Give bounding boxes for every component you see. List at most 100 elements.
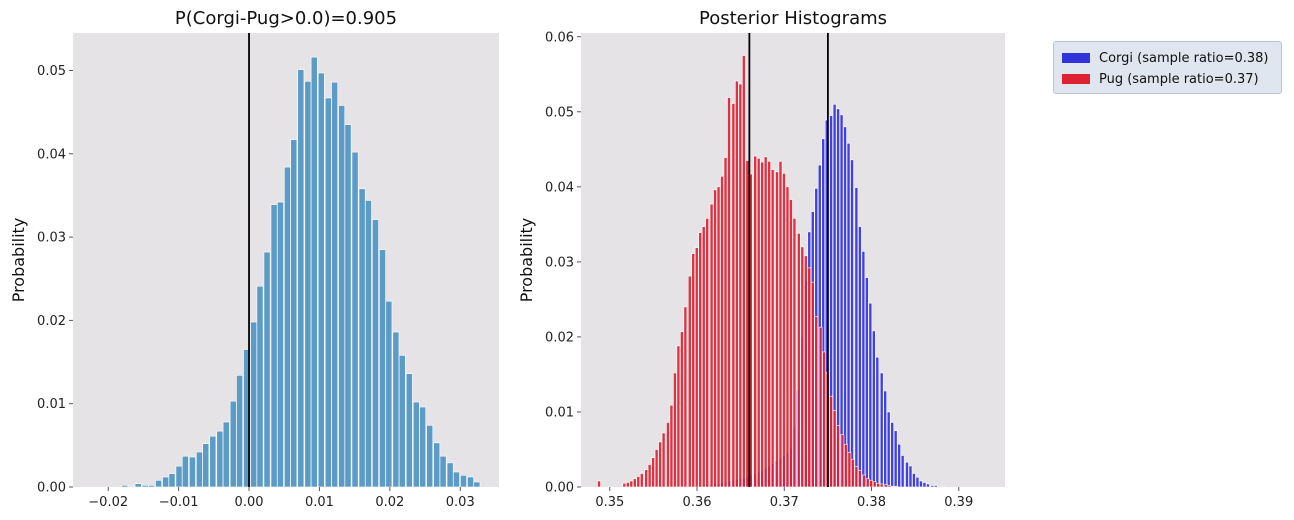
histogram-bar (879, 372, 884, 488)
histogram-bar (385, 300, 393, 488)
histogram-bar (886, 411, 891, 488)
histogram-bar (698, 232, 703, 488)
legend-item-pug: Pug (sample ratio=0.37) (1062, 70, 1259, 88)
y-tick-label: 0.03 (545, 255, 574, 270)
histogram-bar (861, 251, 866, 488)
legend-swatch-corgi (1062, 53, 1090, 63)
chart-title: P(Corgi-Pug>0.0)=0.905 (175, 8, 397, 29)
x-tick-label: 0.03 (446, 495, 475, 510)
y-tick-label: 0.01 (37, 397, 66, 412)
histogram-bar (930, 485, 935, 488)
histogram-bar (940, 485, 945, 488)
histogram-bar (868, 302, 873, 488)
chart-title: Posterior Histograms (699, 8, 887, 29)
legend-item-corgi: Corgi (sample ratio=0.38) (1062, 49, 1269, 67)
histogram-bar (121, 485, 129, 488)
x-axis-ticks: 0.35 0.36 0.37 0.38 0.39 (595, 487, 973, 510)
histogram-bar (770, 169, 775, 488)
histogram-bar (331, 81, 339, 488)
histogram-bar (891, 485, 895, 488)
histogram-bar (879, 483, 884, 488)
histogram-bar (775, 171, 779, 488)
histogram-bar (829, 395, 833, 488)
histogram-bar (731, 103, 736, 488)
legend-label-corgi: Corgi (sample ratio=0.38) (1099, 50, 1269, 66)
histogram-bar (263, 251, 271, 488)
histogram-bar (883, 390, 887, 488)
histogram-bar (141, 485, 149, 488)
histogram-bar (865, 277, 869, 488)
histogram-bar (398, 355, 406, 488)
histogram-bar (897, 443, 901, 488)
histogram-bar (446, 462, 454, 488)
histogram-bar (687, 275, 692, 488)
histogram-bar (782, 173, 786, 488)
histogram-bar (894, 485, 899, 488)
histogram-bar (818, 326, 823, 488)
histogram-bar (196, 451, 203, 488)
y-tick-label: 0.00 (37, 481, 66, 496)
y-tick-label: 0.06 (545, 30, 574, 45)
histogram-bar (763, 156, 768, 488)
x-tick-label: 0.36 (683, 495, 712, 510)
histogram-bar (162, 476, 170, 488)
histogram-bar (680, 331, 684, 488)
histogram-bar (854, 187, 859, 488)
legend: Corgi (sample ratio=0.38) Pug (sample ra… (1053, 41, 1282, 94)
histogram-bar (181, 455, 189, 488)
histogram-bar (890, 422, 894, 488)
histogram-bar (742, 55, 746, 488)
y-tick-label: 0.00 (545, 481, 574, 496)
histogram-bar (905, 461, 909, 488)
y-tick-label: 0.02 (37, 314, 66, 329)
histogram-bar (155, 480, 162, 488)
x-tick-label: 0.38 (857, 495, 886, 510)
histogram-bar (926, 483, 930, 488)
histogram-bar (862, 474, 867, 488)
histogram-bar (644, 469, 648, 488)
histogram-bar (884, 484, 888, 488)
x-tick-label: −0.01 (159, 495, 199, 510)
histogram-bar (189, 456, 196, 488)
histogram-bar (277, 201, 284, 488)
histogram-bar (636, 476, 641, 488)
histogram-bar (317, 72, 325, 488)
histogram-bar (893, 430, 898, 488)
y-tick-label: 0.05 (37, 64, 66, 79)
histogram-bar (727, 97, 731, 488)
x-tick-label: 0.37 (770, 495, 799, 510)
histogram-bar (629, 480, 634, 488)
histogram-bar (597, 480, 601, 488)
histogram-bar (803, 255, 808, 488)
histogram-bar (284, 166, 291, 488)
histogram-bar (148, 485, 155, 488)
histogram-bar (810, 281, 815, 488)
histogram-bar (439, 455, 447, 488)
histogram-bar (753, 155, 757, 488)
histogram-bar (453, 471, 460, 488)
y-axis-label: Probability (9, 218, 28, 303)
legend-label-pug: Pug (sample ratio=0.37) (1099, 71, 1259, 87)
histogram-bar (209, 435, 217, 488)
x-tick-label: 0.39 (944, 495, 973, 510)
histogram-bar (919, 480, 923, 488)
histogram-bar (426, 425, 434, 488)
y-axis-label: Probability (517, 218, 536, 303)
histogram-bar (933, 485, 938, 488)
histogram-bar (846, 143, 851, 488)
x-tick-label: 0.02 (375, 495, 404, 510)
histogram-bar (691, 253, 696, 488)
histogram-bar (723, 157, 728, 488)
x-tick-label: 0.35 (595, 495, 624, 510)
histogram-bar (800, 246, 805, 488)
y-tick-label: 0.05 (545, 105, 574, 120)
histogram-bar (658, 441, 662, 488)
histogram-bar (676, 345, 681, 488)
histogram-bar (651, 457, 655, 488)
histogram-bar (738, 83, 743, 488)
histogram-bar (324, 97, 332, 488)
histogram-bar (822, 351, 826, 488)
histogram-bar (270, 204, 278, 488)
histogram-bar (419, 406, 427, 488)
histogram-bar (625, 482, 630, 488)
